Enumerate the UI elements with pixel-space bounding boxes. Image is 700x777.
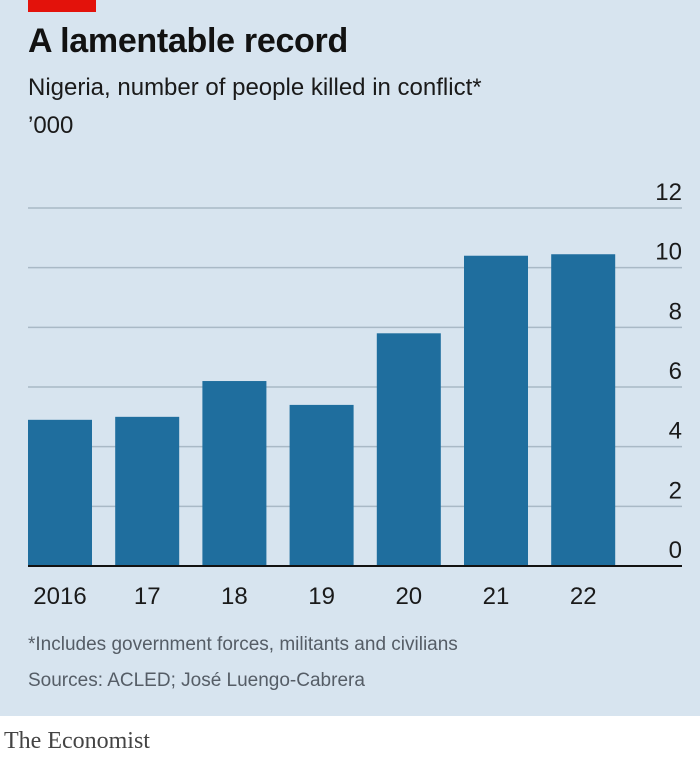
x-tick-label: 20 bbox=[395, 583, 422, 610]
y-tick-label: 6 bbox=[669, 358, 682, 385]
brand-red-tag bbox=[28, 0, 96, 12]
x-tick-label: 18 bbox=[221, 583, 248, 610]
bar-18 bbox=[202, 381, 267, 566]
source-note: Sources: ACLED; José Luengo-Cabrera bbox=[28, 670, 365, 691]
y-tick-label: 12 bbox=[655, 179, 682, 206]
bar-2016 bbox=[28, 419, 92, 566]
x-tick-label: 17 bbox=[134, 583, 161, 610]
y-tick-label: 0 bbox=[669, 537, 682, 564]
footnote: *Includes government forces, militants a… bbox=[28, 634, 458, 655]
x-tick-label: 22 bbox=[570, 583, 597, 610]
bar-17 bbox=[115, 416, 180, 566]
brand-logo-text: The Economist bbox=[4, 728, 150, 754]
x-tick-labels: 2016 17 18 19 20 21 22 bbox=[33, 583, 596, 610]
x-tick-label: 19 bbox=[308, 583, 335, 610]
y-tick-label: 10 bbox=[655, 239, 682, 266]
bar-chart: 0 2 4 6 8 10 12 2016 17 18 19 20 21 22 bbox=[28, 179, 682, 610]
y-tick-label: 4 bbox=[669, 418, 682, 445]
chart-subtitle: Nigeria, number of people killed in conf… bbox=[28, 74, 482, 101]
bar-19 bbox=[289, 404, 354, 566]
bar-22 bbox=[551, 254, 616, 566]
chart-panel: A lamentable record Nigeria, number of p… bbox=[0, 0, 700, 716]
chart-unit-label: ’000 bbox=[28, 112, 74, 139]
x-tick-label: 2016 bbox=[33, 583, 86, 610]
bars bbox=[28, 254, 616, 566]
bar-20 bbox=[376, 333, 441, 566]
y-tick-label: 8 bbox=[669, 298, 682, 325]
x-tick-label: 21 bbox=[483, 583, 510, 610]
y-tick-labels: 0 2 4 6 8 10 12 bbox=[655, 179, 682, 564]
bar-21 bbox=[464, 255, 528, 566]
chart-title: A lamentable record bbox=[28, 22, 348, 60]
y-tick-label: 2 bbox=[669, 477, 682, 504]
